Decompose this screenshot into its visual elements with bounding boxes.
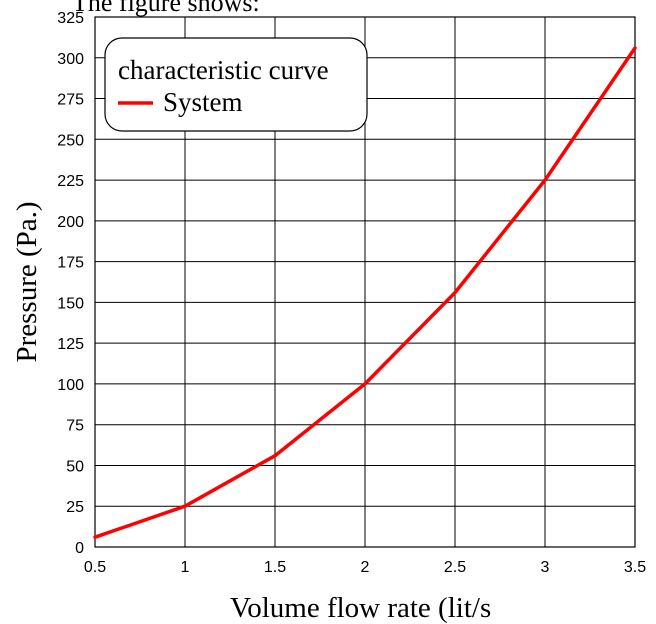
x-axis-title: Volume flow rate (lit/s (230, 592, 491, 624)
y-tick-label: 250 (57, 132, 84, 149)
x-tick-label: 3 (541, 559, 550, 576)
x-tick-label: 0.5 (84, 559, 106, 576)
y-tick-label: 50 (66, 458, 84, 475)
x-tick-label: 1.5 (264, 559, 286, 576)
y-tick-label: 125 (57, 336, 84, 353)
x-tick-label: 3.5 (624, 559, 646, 576)
legend-label-system: System (163, 87, 243, 117)
legend-box (104, 37, 368, 132)
y-tick-label: 200 (57, 214, 84, 231)
x-tick-label: 2.5 (444, 559, 466, 576)
x-tick-labels: 0.5 1 1.5 2 2.5 3 3.5 (84, 559, 646, 576)
y-tick-label: 150 (57, 295, 84, 312)
y-tick-label: 300 (57, 51, 84, 68)
x-tick-label: 2 (361, 559, 370, 576)
x-tick-label: 1 (181, 559, 190, 576)
y-tick-label: 325 (57, 10, 84, 27)
legend: characteristic curve System (104, 37, 368, 132)
y-tick-label: 25 (66, 499, 84, 516)
y-axis-title: Pressure (Pa.) (11, 201, 43, 362)
y-tick-label: 0 (75, 540, 84, 557)
plot-frame (94, 16, 636, 548)
y-tick-label: 75 (66, 418, 84, 435)
series-line-system (93, 46, 637, 539)
y-tick-label: 175 (57, 255, 84, 272)
y-tick-labels: 0 25 50 75 100 125 150 175 200 225 250 275 300 325 (57, 10, 84, 557)
y-tick-label: 275 (57, 92, 84, 109)
y-tick-label: 225 (57, 173, 84, 190)
header-text: The figure shows: (72, 0, 260, 17)
y-tick-label: 100 (57, 377, 84, 394)
legend-title: characteristic curve (118, 55, 329, 85)
